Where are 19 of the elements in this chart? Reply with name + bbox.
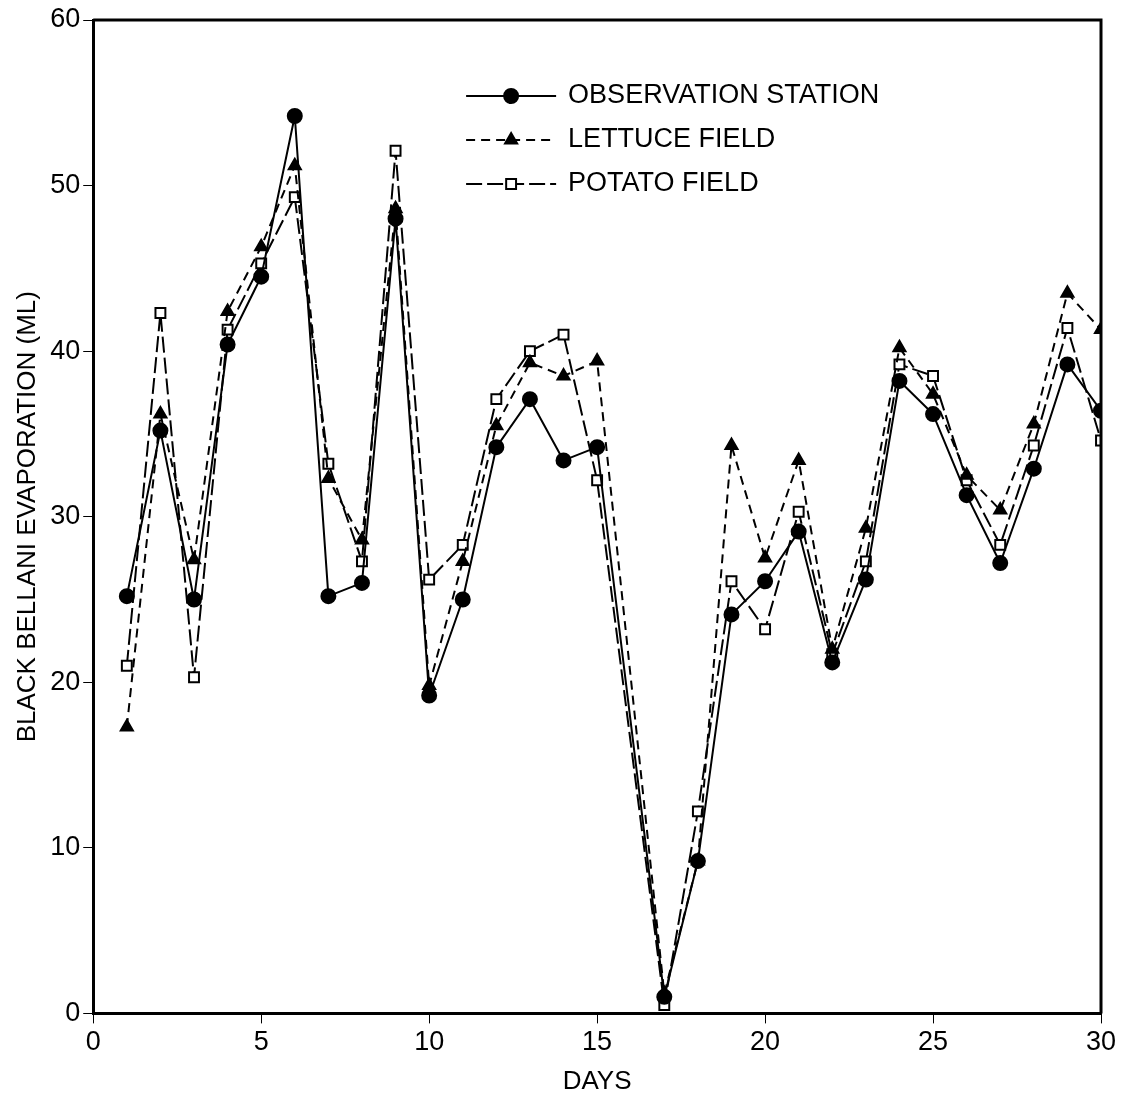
x-tick-label: 20 (750, 1026, 781, 1057)
y-tick-label: 40 (50, 334, 81, 365)
x-tick-label: 0 (85, 1026, 101, 1057)
x-tick-label: 30 (1085, 1026, 1117, 1057)
legend-label: OBSERVATION STATION (568, 79, 880, 110)
x-tick-label: 10 (414, 1026, 445, 1057)
y-tick-label: 20 (50, 665, 81, 696)
y-tick-label: 10 (50, 831, 81, 862)
y-tick-label: 60 (50, 3, 81, 34)
legend-label: POTATO FIELD (568, 167, 759, 198)
y-tick-label: 50 (50, 169, 81, 200)
y-axis-title: BLACK BELLANI EVAPORATION (ML) (10, 291, 41, 743)
x-tick-label: 25 (918, 1026, 949, 1057)
y-tick-label: 30 (50, 500, 81, 531)
x-tick-label: 5 (253, 1026, 269, 1057)
legend-label: LETTUCE FIELD (568, 123, 776, 154)
y-tick-label: 0 (65, 996, 81, 1027)
x-axis-title: DAYS (562, 1064, 632, 1095)
x-tick-label: 15 (582, 1026, 613, 1057)
